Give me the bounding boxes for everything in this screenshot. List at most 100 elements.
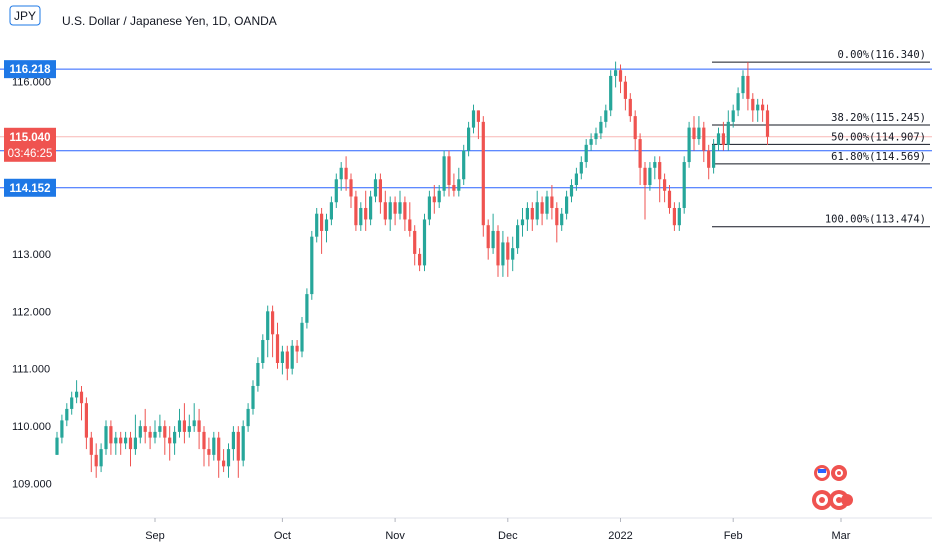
fib-level: 38.20%(115.245)	[712, 112, 930, 126]
x-tick-label: Nov	[385, 530, 405, 542]
candle	[369, 190, 373, 226]
x-axis[interactable]: Sep Oct Nov Dec 2022 Feb Mar	[145, 518, 851, 542]
candle-body	[481, 121, 485, 226]
candles	[55, 61, 770, 478]
candle-body	[447, 156, 451, 186]
candle	[388, 196, 392, 231]
candle	[109, 420, 113, 455]
candle-body	[94, 454, 98, 467]
candle-body	[442, 156, 446, 191]
candle	[697, 116, 701, 145]
candle-body	[751, 98, 755, 111]
candle-body	[124, 437, 128, 444]
candle-body	[222, 460, 226, 467]
candle	[398, 190, 402, 220]
candle	[447, 150, 451, 197]
candle-body	[418, 253, 422, 266]
candle-body	[138, 426, 142, 438]
candle	[604, 104, 608, 128]
candle	[516, 219, 520, 254]
candle	[471, 104, 476, 134]
candle	[442, 150, 446, 197]
candle-body	[251, 385, 255, 409]
candle-body	[163, 426, 167, 438]
candle	[540, 196, 544, 226]
candle	[672, 202, 676, 231]
candle	[618, 64, 623, 94]
candle	[94, 443, 98, 478]
candle-body	[667, 190, 672, 208]
candle-body	[520, 219, 525, 226]
y-tick-label: 113.000	[12, 249, 51, 261]
candle	[324, 213, 329, 243]
y-tick-label: 111.000	[12, 364, 50, 376]
candle	[148, 426, 152, 450]
candle-body	[741, 75, 745, 94]
candle	[535, 190, 539, 226]
candle	[707, 144, 711, 180]
candle-body	[128, 437, 133, 450]
fib-level-label: 100.00%(113.474)	[825, 214, 926, 226]
candle	[501, 230, 505, 277]
candle-body	[535, 202, 539, 220]
candle-body	[60, 420, 64, 438]
candle-body	[618, 70, 623, 82]
candle-body	[65, 408, 69, 421]
candle-body	[177, 420, 182, 432]
candle	[765, 104, 770, 145]
x-tick-label: Mar	[832, 530, 851, 542]
candle	[89, 431, 93, 473]
candle-body	[452, 185, 456, 191]
candle	[422, 213, 427, 272]
candle-body	[491, 230, 495, 249]
candle-body	[334, 179, 338, 203]
candle-body	[506, 242, 510, 260]
candle	[177, 408, 182, 438]
candle	[231, 426, 235, 461]
y-tick-label: 109.000	[12, 479, 52, 491]
candle	[128, 431, 133, 467]
candle-body	[653, 162, 657, 168]
candle	[373, 173, 378, 203]
candle-body	[114, 437, 118, 444]
candle	[462, 144, 466, 186]
candle	[525, 202, 529, 231]
x-tick-label: 2022	[608, 530, 632, 542]
candle	[246, 403, 250, 432]
candle	[104, 420, 108, 455]
y-axis[interactable]: 109.000 110.000 111.000 112.000 113.000 116.0…	[12, 77, 52, 491]
candle	[427, 190, 431, 226]
candle	[574, 167, 578, 191]
chart-title: U.S. Dollar / Japanese Yen, 1D, OANDA	[62, 14, 277, 28]
candle	[511, 236, 515, 272]
candle	[408, 202, 412, 237]
candle-body	[457, 179, 461, 191]
candle-body	[702, 127, 706, 151]
candle	[452, 173, 456, 197]
candle-body	[398, 202, 402, 214]
candle	[555, 202, 559, 243]
candle-body	[643, 167, 647, 186]
candle-body	[70, 397, 74, 409]
candle-body	[79, 391, 84, 404]
candle-body	[756, 104, 760, 111]
candle-body	[599, 121, 603, 134]
candle	[716, 127, 721, 151]
fibonacci-retracement[interactable]: 0.00%(116.340) 38.20%(115.245) 50.00%(114.…	[712, 49, 930, 228]
candle-body	[168, 437, 172, 444]
symbol-badge[interactable]: JPY	[9, 5, 41, 26]
candle	[310, 230, 314, 300]
candle	[638, 133, 642, 186]
candle-body	[516, 225, 520, 249]
candle-body	[746, 75, 750, 99]
tag-label: 116.218	[10, 64, 52, 76]
candle-body	[271, 311, 275, 335]
candle	[339, 162, 343, 191]
candle-body	[207, 449, 211, 455]
candle	[457, 167, 461, 197]
candle-body	[246, 408, 250, 427]
candle-body	[290, 345, 294, 369]
candle	[192, 403, 196, 432]
candle-body	[731, 110, 735, 122]
